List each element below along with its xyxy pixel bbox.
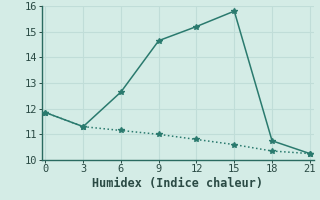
X-axis label: Humidex (Indice chaleur): Humidex (Indice chaleur) (92, 177, 263, 190)
